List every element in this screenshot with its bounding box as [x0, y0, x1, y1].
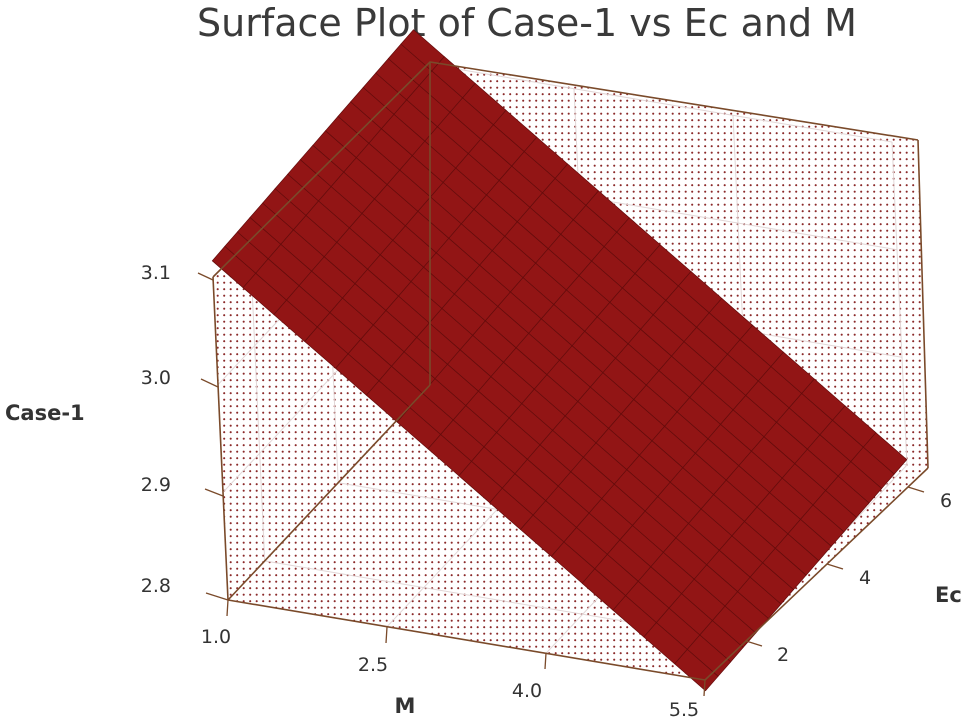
z-tick-label-3: 3.1	[141, 262, 171, 284]
x-axis-ticks: 1.0 2.5 4.0 5.5	[201, 599, 706, 721]
z-axis-label: Case-1	[5, 401, 85, 425]
y-tick-mark-2	[907, 486, 925, 493]
y-axis-ticks: 2 4 6	[745, 486, 952, 666]
frame-right-vertical	[917, 139, 929, 469]
z-tick-label-1: 2.9	[141, 474, 171, 496]
x-tick-mark-3	[703, 679, 706, 697]
z-tick-label-0: 2.8	[141, 575, 171, 597]
grid-line-15	[891, 141, 908, 466]
axes: 2.8 2.9 3.0 3.1 Case-1 1.0 2.5 4.0 5.5 M…	[5, 262, 962, 721]
z-axis-ticks: 2.8 2.9 3.0 3.1	[141, 262, 229, 601]
x-tick-mark-1	[385, 626, 388, 644]
y-tick-label-0: 2	[777, 644, 789, 666]
surface-mesh	[211, 29, 908, 692]
frame-floor-left	[227, 384, 431, 601]
y-tick-mark-1	[826, 563, 844, 570]
frame-front-left-vertical	[212, 276, 229, 601]
frame-bottom-ec-edge	[704, 467, 929, 681]
x-tick-label-1: 2.5	[358, 654, 388, 676]
x-tick-label-0: 1.0	[201, 626, 231, 648]
z-tick-mark-1	[204, 488, 224, 497]
y-tick-label-2: 6	[940, 490, 952, 512]
z-tick-mark-2	[200, 378, 219, 388]
z-tick-mark-3	[197, 272, 214, 281]
z-tick-label-2: 3.0	[141, 367, 171, 389]
grid-line-7	[414, 61, 893, 143]
y-tick-label-1: 4	[859, 567, 871, 589]
x-tick-mark-2	[544, 652, 547, 670]
frame	[212, 61, 929, 681]
surface-cell-15-0	[674, 648, 719, 692]
x-tick-label-3: 5.5	[669, 699, 699, 721]
chart-title: Surface Plot of Case-1 vs Ec and M	[197, 1, 857, 45]
x-axis-label: M	[395, 694, 416, 718]
z-tick-mark-0	[205, 592, 229, 601]
frame-bottom-m-edge	[227, 599, 706, 681]
y-axis-label: Ec	[935, 583, 962, 607]
y-tick-mark-0	[745, 640, 763, 647]
x-tick-label-2: 4.0	[512, 680, 542, 702]
x-tick-mark-0	[226, 599, 229, 617]
